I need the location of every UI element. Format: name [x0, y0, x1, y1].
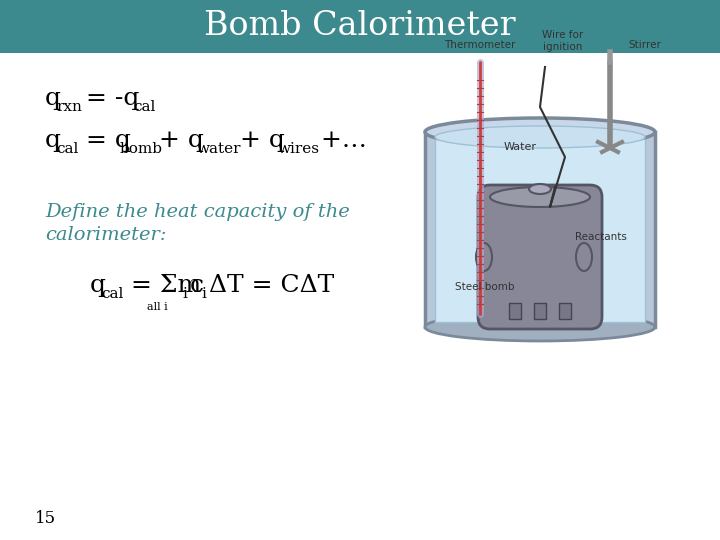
- Text: q: q: [90, 274, 106, 297]
- Text: q: q: [45, 87, 61, 110]
- Bar: [435, 137, 645, 322]
- Bar: [559, 303, 571, 319]
- Bar: [425, 132, 655, 327]
- Text: all i: all i: [147, 302, 168, 312]
- Ellipse shape: [435, 126, 645, 148]
- Bar: [0, 0, 720, 53]
- Text: 15: 15: [35, 510, 56, 527]
- Text: q: q: [45, 129, 61, 152]
- Text: calorimeter:: calorimeter:: [45, 226, 166, 244]
- Text: = Σm: = Σm: [123, 274, 201, 297]
- Text: Thermometer: Thermometer: [444, 40, 516, 50]
- Text: Bomb Calorimeter: Bomb Calorimeter: [204, 10, 516, 42]
- Ellipse shape: [476, 243, 492, 271]
- Ellipse shape: [576, 243, 592, 271]
- Ellipse shape: [425, 118, 655, 146]
- Text: Reactants: Reactants: [575, 232, 627, 242]
- Text: Stirrer: Stirrer: [629, 40, 662, 50]
- Text: i: i: [201, 287, 206, 301]
- Text: + q: + q: [232, 129, 285, 152]
- Text: Water: Water: [503, 142, 536, 152]
- Text: = -q: = -q: [78, 87, 140, 110]
- FancyBboxPatch shape: [478, 185, 602, 329]
- Text: ΔT = CΔT: ΔT = CΔT: [209, 274, 334, 297]
- Text: Define the heat capacity of the: Define the heat capacity of the: [45, 203, 350, 221]
- Text: bomb: bomb: [120, 142, 163, 156]
- Text: i: i: [182, 287, 187, 301]
- Text: water: water: [197, 142, 241, 156]
- Text: cal: cal: [101, 287, 123, 301]
- Text: Wire for
ignition: Wire for ignition: [542, 30, 584, 52]
- Text: wires: wires: [278, 142, 320, 156]
- Text: cal: cal: [133, 100, 156, 114]
- Ellipse shape: [490, 187, 590, 207]
- Text: Steel bomb: Steel bomb: [455, 282, 515, 292]
- Text: cal: cal: [56, 142, 78, 156]
- Text: = q: = q: [78, 129, 131, 152]
- Ellipse shape: [529, 184, 551, 194]
- Text: c: c: [190, 274, 204, 297]
- Ellipse shape: [425, 313, 655, 341]
- Text: +…: +…: [313, 129, 367, 152]
- Text: + q: + q: [151, 129, 204, 152]
- Bar: [534, 303, 546, 319]
- Text: rxn: rxn: [56, 100, 82, 114]
- Bar: [509, 303, 521, 319]
